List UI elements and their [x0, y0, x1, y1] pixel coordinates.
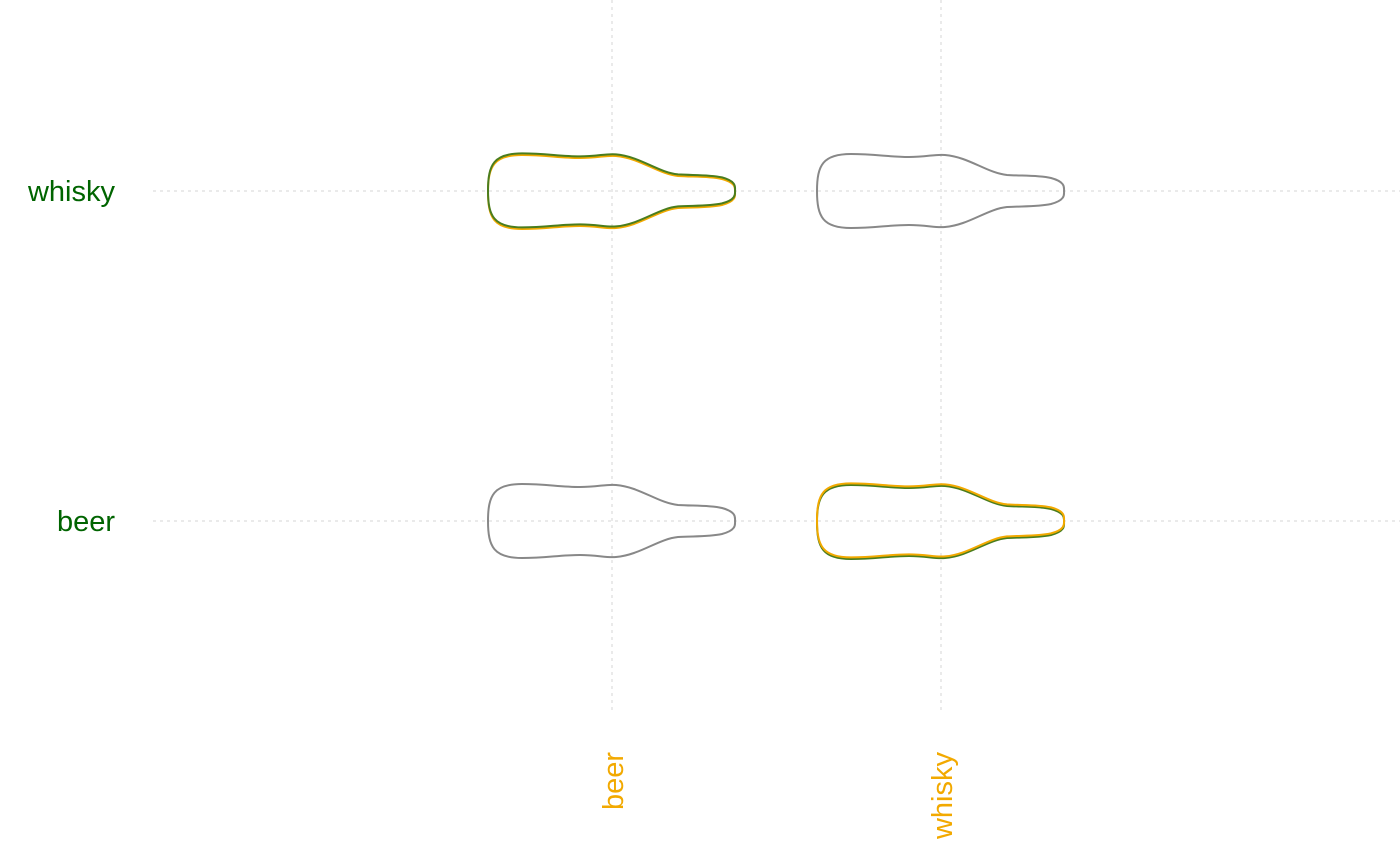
violin-outline-green — [487, 152, 737, 229]
violin-shapes — [487, 152, 1066, 560]
violin-whisky-beer — [816, 482, 1066, 560]
y-tick-label-beer: beer — [57, 506, 115, 538]
violin-whisky-whisky — [816, 153, 1066, 229]
y-axis-labels: beer whisky — [27, 176, 116, 538]
x-tick-label-whisky: whisky — [927, 752, 959, 841]
violin-outline-gold — [816, 482, 1066, 559]
violin-outline-neutral — [487, 483, 737, 559]
x-axis-labels: beer whisky — [598, 752, 959, 841]
gridlines — [153, 0, 1400, 712]
violin-beer-whisky — [487, 152, 737, 230]
violin-outline-neutral — [816, 153, 1066, 229]
violin-beer-beer — [487, 483, 737, 559]
x-tick-label-beer: beer — [598, 752, 630, 810]
y-tick-label-whisky: whisky — [27, 176, 116, 208]
